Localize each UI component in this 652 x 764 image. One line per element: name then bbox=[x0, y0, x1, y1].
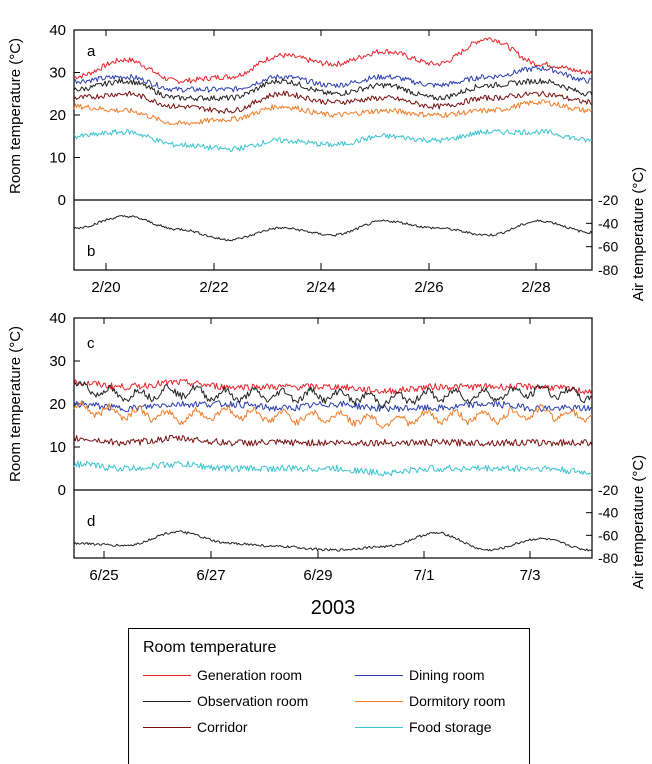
y-tick-label: 10 bbox=[49, 150, 66, 167]
legend-swatch bbox=[143, 726, 191, 728]
y-tick-label: 40 bbox=[49, 310, 66, 327]
legend-label: Dormitory room bbox=[409, 693, 506, 709]
panel-c: 0 10 20 30 40 6/25 6/27 6/29 7/1 7/3 bbox=[49, 310, 593, 584]
x-tick-label: 6/25 bbox=[89, 567, 118, 584]
legend-item: Generation room bbox=[143, 665, 302, 685]
series-line-dining-room bbox=[73, 400, 593, 413]
y-tick-label: 30 bbox=[49, 65, 66, 82]
y-tick-label: -20 bbox=[598, 482, 618, 498]
x-tick-label: 6/29 bbox=[303, 567, 332, 584]
y-tick-label: -80 bbox=[598, 262, 618, 278]
series-line-observation-room bbox=[73, 78, 593, 102]
y-tick-label: 20 bbox=[49, 107, 66, 124]
panel-d: -20 -40 -60 -80 bbox=[73, 482, 618, 566]
legend-swatch bbox=[355, 726, 403, 728]
legend-label: Observation room bbox=[197, 693, 309, 709]
legend-swatch bbox=[355, 674, 403, 676]
legend-item: Observation room bbox=[143, 691, 308, 711]
y-tick-label: 30 bbox=[49, 353, 66, 370]
year-label: 2003 bbox=[311, 597, 356, 619]
legend-item: Food storage bbox=[355, 717, 492, 737]
ylabel-air-bottom: Air temperature (°C) bbox=[630, 455, 647, 589]
legend-label: Food storage bbox=[409, 719, 492, 735]
x-tick-label: 2/26 bbox=[414, 279, 443, 296]
series-line-corridor bbox=[73, 435, 593, 447]
legend-item: Corridor bbox=[143, 717, 248, 737]
series-line-air-temperature bbox=[73, 215, 593, 242]
series-line-dormitory-room bbox=[73, 99, 593, 126]
y-tick-label: 20 bbox=[49, 396, 66, 413]
series-line-food-storage bbox=[73, 460, 593, 477]
panel-a: 0 10 20 30 40 2/20 2/22 2/24 2/26 2/28 bbox=[49, 22, 593, 296]
legend-swatch bbox=[355, 700, 403, 702]
legend-item: Dining room bbox=[355, 665, 484, 685]
y-tick-label: 10 bbox=[49, 439, 66, 456]
x-tick-label: 6/27 bbox=[196, 567, 225, 584]
y-tick-label: -40 bbox=[598, 215, 618, 231]
legend-label: Corridor bbox=[197, 719, 248, 735]
legend-item: Dormitory room bbox=[355, 691, 505, 711]
y-tick-label: 40 bbox=[49, 22, 66, 39]
x-tick-label: 2/22 bbox=[199, 279, 228, 296]
x-tick-label: 7/1 bbox=[414, 567, 435, 584]
x-tick-label: 2/28 bbox=[521, 279, 550, 296]
y-tick-label: -20 bbox=[598, 192, 618, 208]
panel-b-letter: b bbox=[87, 243, 95, 260]
x-tick-label: 2/20 bbox=[91, 279, 120, 296]
panel-c-letter: c bbox=[87, 335, 95, 352]
legend: Room temperature Generation room Dining r… bbox=[128, 628, 530, 764]
panel-d-letter: d bbox=[87, 513, 95, 530]
ylabel-room-bottom: Room temperature (°C) bbox=[7, 326, 24, 482]
series-line-air-temperature bbox=[73, 530, 593, 552]
x-tick-label: 2/24 bbox=[306, 279, 335, 296]
series-line-corridor bbox=[73, 90, 593, 114]
series-line-dining-room bbox=[73, 65, 593, 93]
x-tick-label: 7/3 bbox=[520, 567, 541, 584]
panel-a-letter: a bbox=[87, 43, 96, 60]
legend-swatch bbox=[143, 674, 191, 676]
series-line-generation-room bbox=[73, 37, 593, 85]
legend-swatch bbox=[143, 700, 191, 702]
legend-title: Room temperature bbox=[143, 639, 277, 656]
frame-cd bbox=[73, 317, 593, 559]
ylabel-air-top: Air temperature (°C) bbox=[630, 167, 647, 301]
legend-label: Dining room bbox=[409, 667, 485, 683]
y-tick-label: 0 bbox=[58, 482, 66, 499]
series-line-observation-room bbox=[73, 381, 593, 409]
y-tick-label: -80 bbox=[598, 550, 618, 566]
series-line-food-storage bbox=[73, 128, 593, 153]
panel-b: -20 -40 -60 -80 bbox=[73, 192, 618, 278]
legend-label: Generation room bbox=[197, 667, 303, 683]
y-tick-label: -40 bbox=[598, 505, 618, 521]
y-tick-label: -60 bbox=[598, 239, 618, 255]
series-line-generation-room bbox=[73, 378, 593, 395]
series-line-dormitory-room bbox=[73, 400, 593, 429]
y-tick-label: 0 bbox=[58, 192, 66, 209]
y-tick-label: -60 bbox=[598, 527, 618, 543]
frame-ab bbox=[73, 29, 593, 271]
ylabel-room-top: Room temperature (°C) bbox=[7, 38, 24, 194]
